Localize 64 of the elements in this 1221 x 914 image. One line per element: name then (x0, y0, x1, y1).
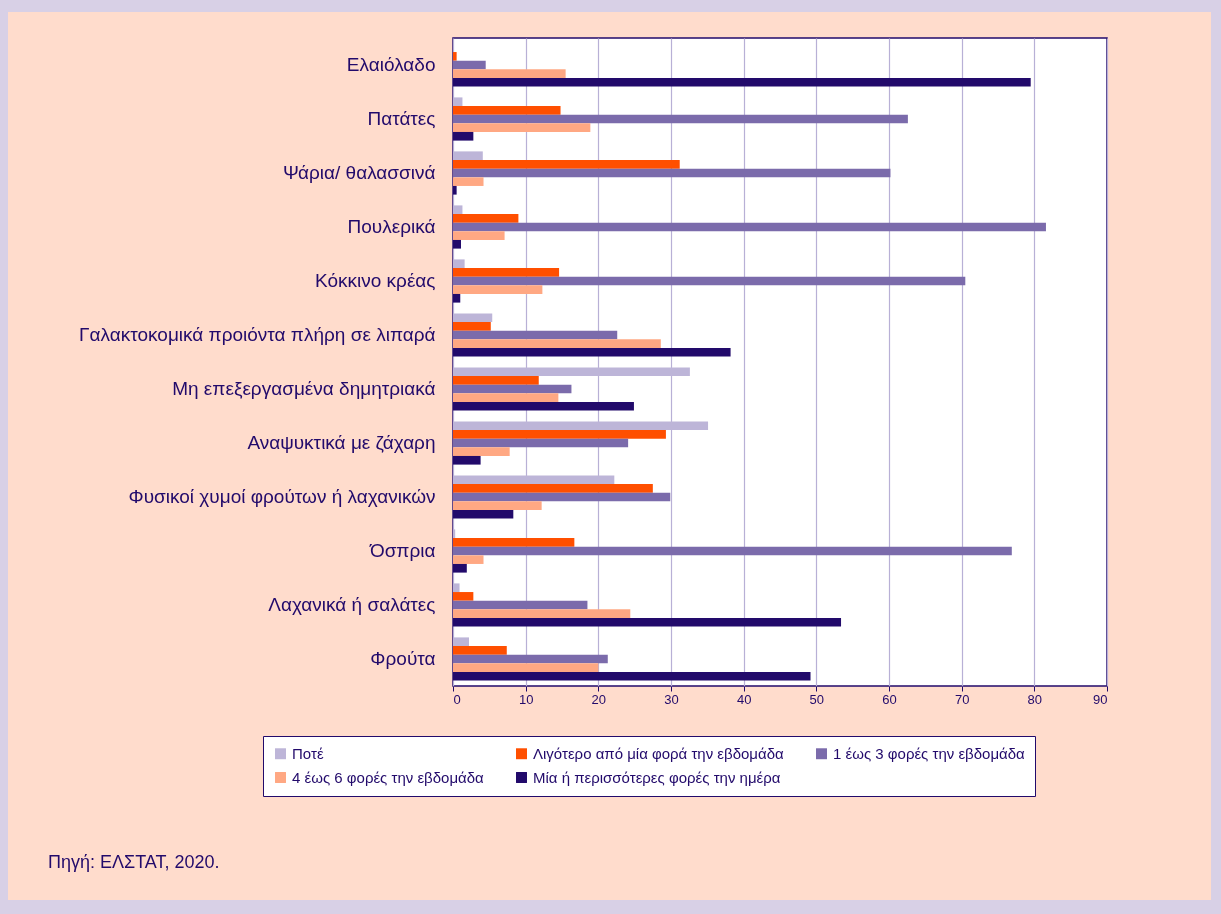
bar (453, 646, 507, 655)
bar (453, 222, 1046, 232)
bar (453, 438, 629, 448)
bar (453, 447, 510, 456)
x-tick-label: 10 (518, 691, 534, 707)
bar (453, 285, 543, 294)
y-tick-label: Φρούτα (370, 648, 436, 669)
bar (453, 177, 484, 186)
bar (453, 268, 560, 277)
x-tick-label: 60 (882, 691, 897, 707)
bar (453, 609, 631, 618)
x-tick-label: 30 (664, 691, 679, 707)
bar (453, 600, 588, 610)
y-tick-label: Πατάτες (367, 108, 436, 129)
y-tick-label: Φυσικοί χυμοί φρούτων ή λαχανικών (128, 486, 436, 507)
legend-label: 4 έως 6 φορές την εβδομάδα (292, 768, 485, 786)
x-tick-label: 0 (453, 691, 461, 707)
x-tick-label: 20 (591, 691, 607, 707)
bar (453, 538, 575, 547)
x-tick-label: 90 (1093, 691, 1108, 707)
bar (453, 276, 966, 286)
bar (453, 484, 653, 493)
bar (453, 168, 891, 178)
y-tick-label: Όσπρια (368, 540, 436, 561)
bar (453, 69, 566, 78)
bar (453, 322, 491, 331)
bar (453, 492, 671, 502)
y-tick-label: Ψάρια/ θαλασσινά (282, 162, 436, 183)
x-tick-label: 80 (1027, 691, 1043, 707)
bar (453, 160, 680, 169)
bar (453, 214, 519, 223)
x-tick-label: 70 (954, 691, 970, 707)
bar (453, 114, 908, 124)
x-tick-label: 40 (736, 691, 752, 707)
y-tick-label: Αναψυκτικά με ζάχαρη (247, 432, 436, 453)
bar (453, 376, 539, 385)
legend-label: Μία ή περισσότερες φορές την ημέρα (533, 768, 781, 786)
bar (453, 52, 457, 61)
y-tick-label: Ελαιόλαδο (346, 54, 436, 75)
bar (453, 231, 505, 240)
bar (453, 546, 1012, 556)
bar (453, 339, 661, 348)
bar (453, 592, 474, 601)
legend-label: Ποτέ (292, 744, 324, 762)
bar (453, 654, 608, 664)
bar (453, 663, 599, 672)
bar (453, 330, 618, 340)
bar (453, 384, 572, 394)
y-tick-label: Γαλακτοκομικά προιόντα πλήρη σε λιπαρά (79, 324, 436, 345)
bar (453, 393, 559, 402)
bar (453, 430, 666, 439)
y-tick-label: Λαχανικά ή σαλάτες (268, 594, 436, 615)
legend-label: Λιγότερο από μία φορά την εβδομάδα (533, 744, 785, 762)
bar (453, 555, 484, 564)
bar (453, 60, 486, 70)
x-tick-label: 50 (809, 691, 825, 707)
legend-label: 1 έως 3 φορές την εβδομάδα (833, 744, 1026, 762)
y-tick-label: Πουλερικά (347, 216, 436, 237)
text: Πηγή: ΕΛΣΤΑΤ, 2020. (48, 852, 220, 873)
y-tick-label: Κόκκινο κρέας (315, 270, 436, 291)
y-tick-label: Μη επεξεργασμένα δημητριακά (172, 378, 436, 399)
bar (453, 501, 542, 510)
bar (453, 123, 591, 132)
bar (453, 106, 561, 115)
